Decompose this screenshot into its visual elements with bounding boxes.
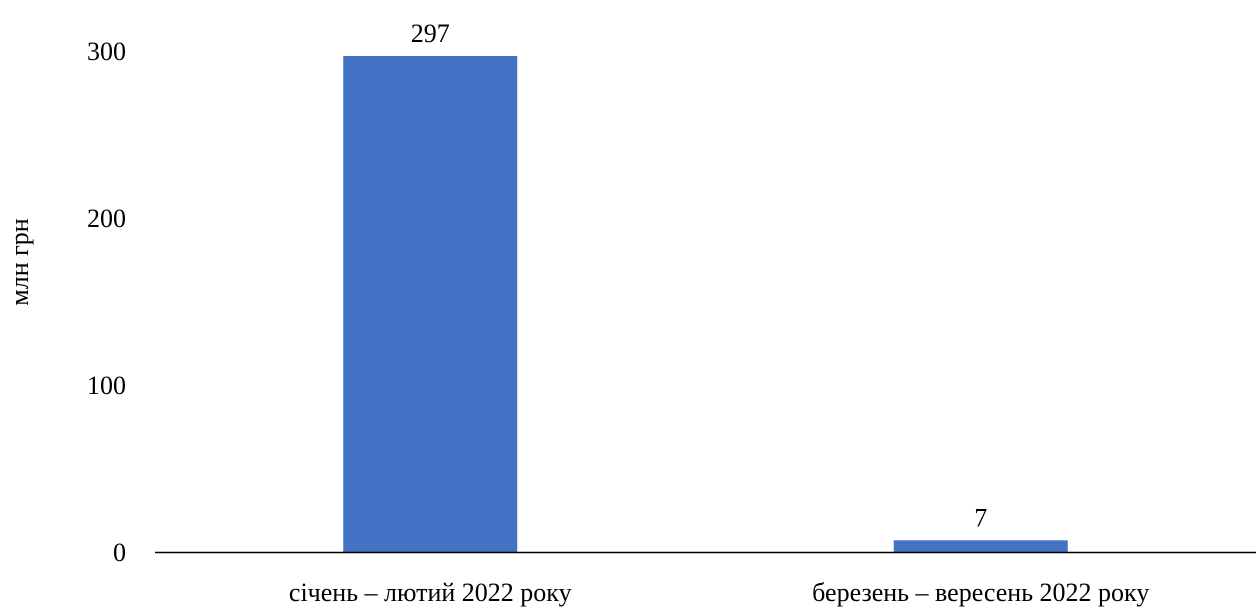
bar-value-label: 7 [974, 503, 987, 532]
y-axis-title: млн грн [5, 218, 34, 306]
y-tick-label: 0 [113, 538, 126, 567]
bar-value-label: 297 [411, 19, 450, 48]
y-tick-label: 300 [87, 37, 126, 66]
bars [343, 56, 1068, 552]
y-tick-label: 100 [87, 371, 126, 400]
bar [343, 56, 518, 552]
bar [893, 540, 1068, 552]
y-tick-label: 200 [87, 204, 126, 233]
y-axis-ticks: 0 100 200 300 [87, 37, 126, 567]
x-category-label: березень – вересень 2022 року [812, 578, 1149, 607]
x-category-label: січень – лютий 2022 року [289, 578, 572, 607]
data-labels: 297 7 [411, 19, 988, 532]
x-axis-category-labels: січень – лютий 2022 року березень – верес… [289, 578, 1149, 607]
